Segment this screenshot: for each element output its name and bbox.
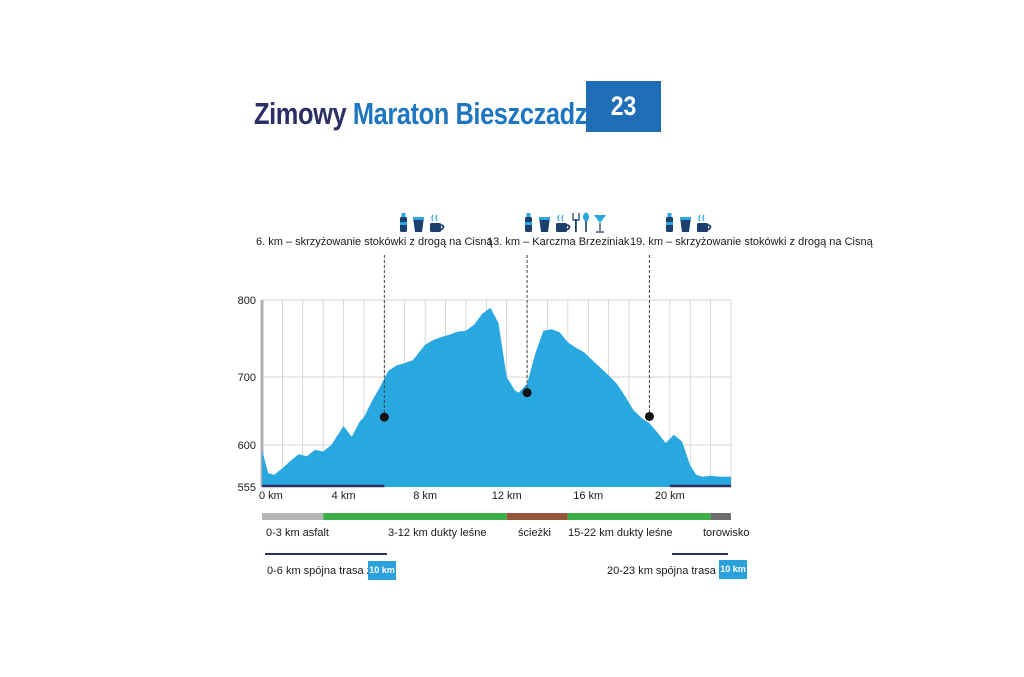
waypoint-label-13km: 13. km – Karczma Brzeziniak [487,236,630,248]
water-bottle-label [525,222,532,225]
cup-icon [680,217,691,232]
mug-body [556,223,567,232]
axis-labels: 555 600 700 800 0 km 4 km 8 km 12 km 16 km 20 km [238,295,685,502]
water-bottle-cap [401,213,406,217]
fork-handle [575,219,577,232]
mug-steam [698,214,705,222]
y-tick-label: 555 [238,482,256,494]
water-bottle-label [666,222,673,225]
hot-drink-icon [556,214,571,232]
shared-route-lines [262,484,731,555]
elevation-area [262,307,731,487]
refreshment-icons [400,212,712,233]
water-bottle-cap [667,213,672,217]
mug-steam [431,214,438,222]
waypoint-dot [522,388,532,398]
waypoint-dot [644,411,654,421]
cup-body [539,217,550,232]
y-tick-label: 700 [238,372,256,384]
mug-handle [440,224,445,231]
x-tick-label: 16 km [573,490,603,502]
mug-handle [707,224,712,231]
water-bottle-label [400,222,407,225]
x-tick-label: 8 km [413,490,437,502]
hot-drink-icon [697,214,712,232]
surface-label-asfalt: 0-3 km asfalt [266,527,329,539]
fork-tines [572,213,580,221]
surface-segment [567,513,711,520]
shared-route-label-end: 20-23 km spójna trasa z [607,565,725,577]
title-maraton-bieszczadzki: Maraton Bieszczadzki [352,96,608,131]
surface-label-torowisko: torowisko [703,527,750,539]
surface-segment [262,513,324,520]
water-bottle-icon [400,213,407,232]
surface-segment [710,513,731,520]
cup-rim [413,217,424,220]
x-tick-label: 4 km [332,490,356,502]
cup-rim [539,217,550,220]
spoon-handle [585,221,587,232]
surface-label-sciezki: ścieżki [518,527,552,539]
shared-route-label-start: 0-6 km spójna trasa z [267,565,373,577]
glass-bowl [594,215,606,223]
waypoint-dot [379,412,389,422]
cup-icon [413,217,424,232]
shared-route-badge-end: 10 km [719,560,747,579]
distance-badge-text: 23 km [606,91,641,172]
hot-drink-icon [430,214,445,232]
mug-body [430,223,441,232]
page-title: Zimowy Maraton Bieszczadzki [254,96,608,132]
cup-rim [680,217,691,220]
water-bottle-icon [666,213,673,232]
distance-badge: 23 km [586,81,661,172]
surface-label-dukty-1: 3-12 km dukty leśne [388,527,487,539]
mug-steam [557,214,564,222]
glass-icon [594,215,606,233]
cup-body [680,217,691,232]
waypoint-label-19km: 19. km – skrzyżowanie stokówki z drogą n… [630,236,873,248]
surface-bar [262,513,731,520]
water-bottle-cap [526,213,531,217]
x-tick-label: 0 km [259,490,283,502]
waypoint-markers [379,255,654,422]
y-tick-label: 800 [238,295,256,307]
surface-segment [323,513,507,520]
cutlery-icon [572,213,580,232]
mug-handle [566,224,571,231]
cup-body [413,217,424,232]
y-tick-label: 600 [238,440,256,452]
spoon-icon [583,212,589,232]
x-tick-label: 12 km [492,490,522,502]
surface-segment [506,513,568,520]
mug-body [697,223,708,232]
waypoint-label-6km: 6. km – skrzyżowanie stokówki z drogą na… [256,236,493,248]
title-word-zimowy: Zimowy [254,96,347,131]
x-tick-label: 20 km [655,490,685,502]
cup-icon [539,217,550,232]
shared-route-badge-start: 10 km [368,561,396,580]
spoon-head [583,212,589,222]
surface-label-dukty-2: 15-22 km dukty leśne [568,527,673,539]
water-bottle-icon [525,213,532,232]
